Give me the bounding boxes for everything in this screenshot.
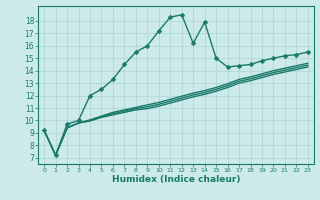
X-axis label: Humidex (Indice chaleur): Humidex (Indice chaleur) [112,175,240,184]
